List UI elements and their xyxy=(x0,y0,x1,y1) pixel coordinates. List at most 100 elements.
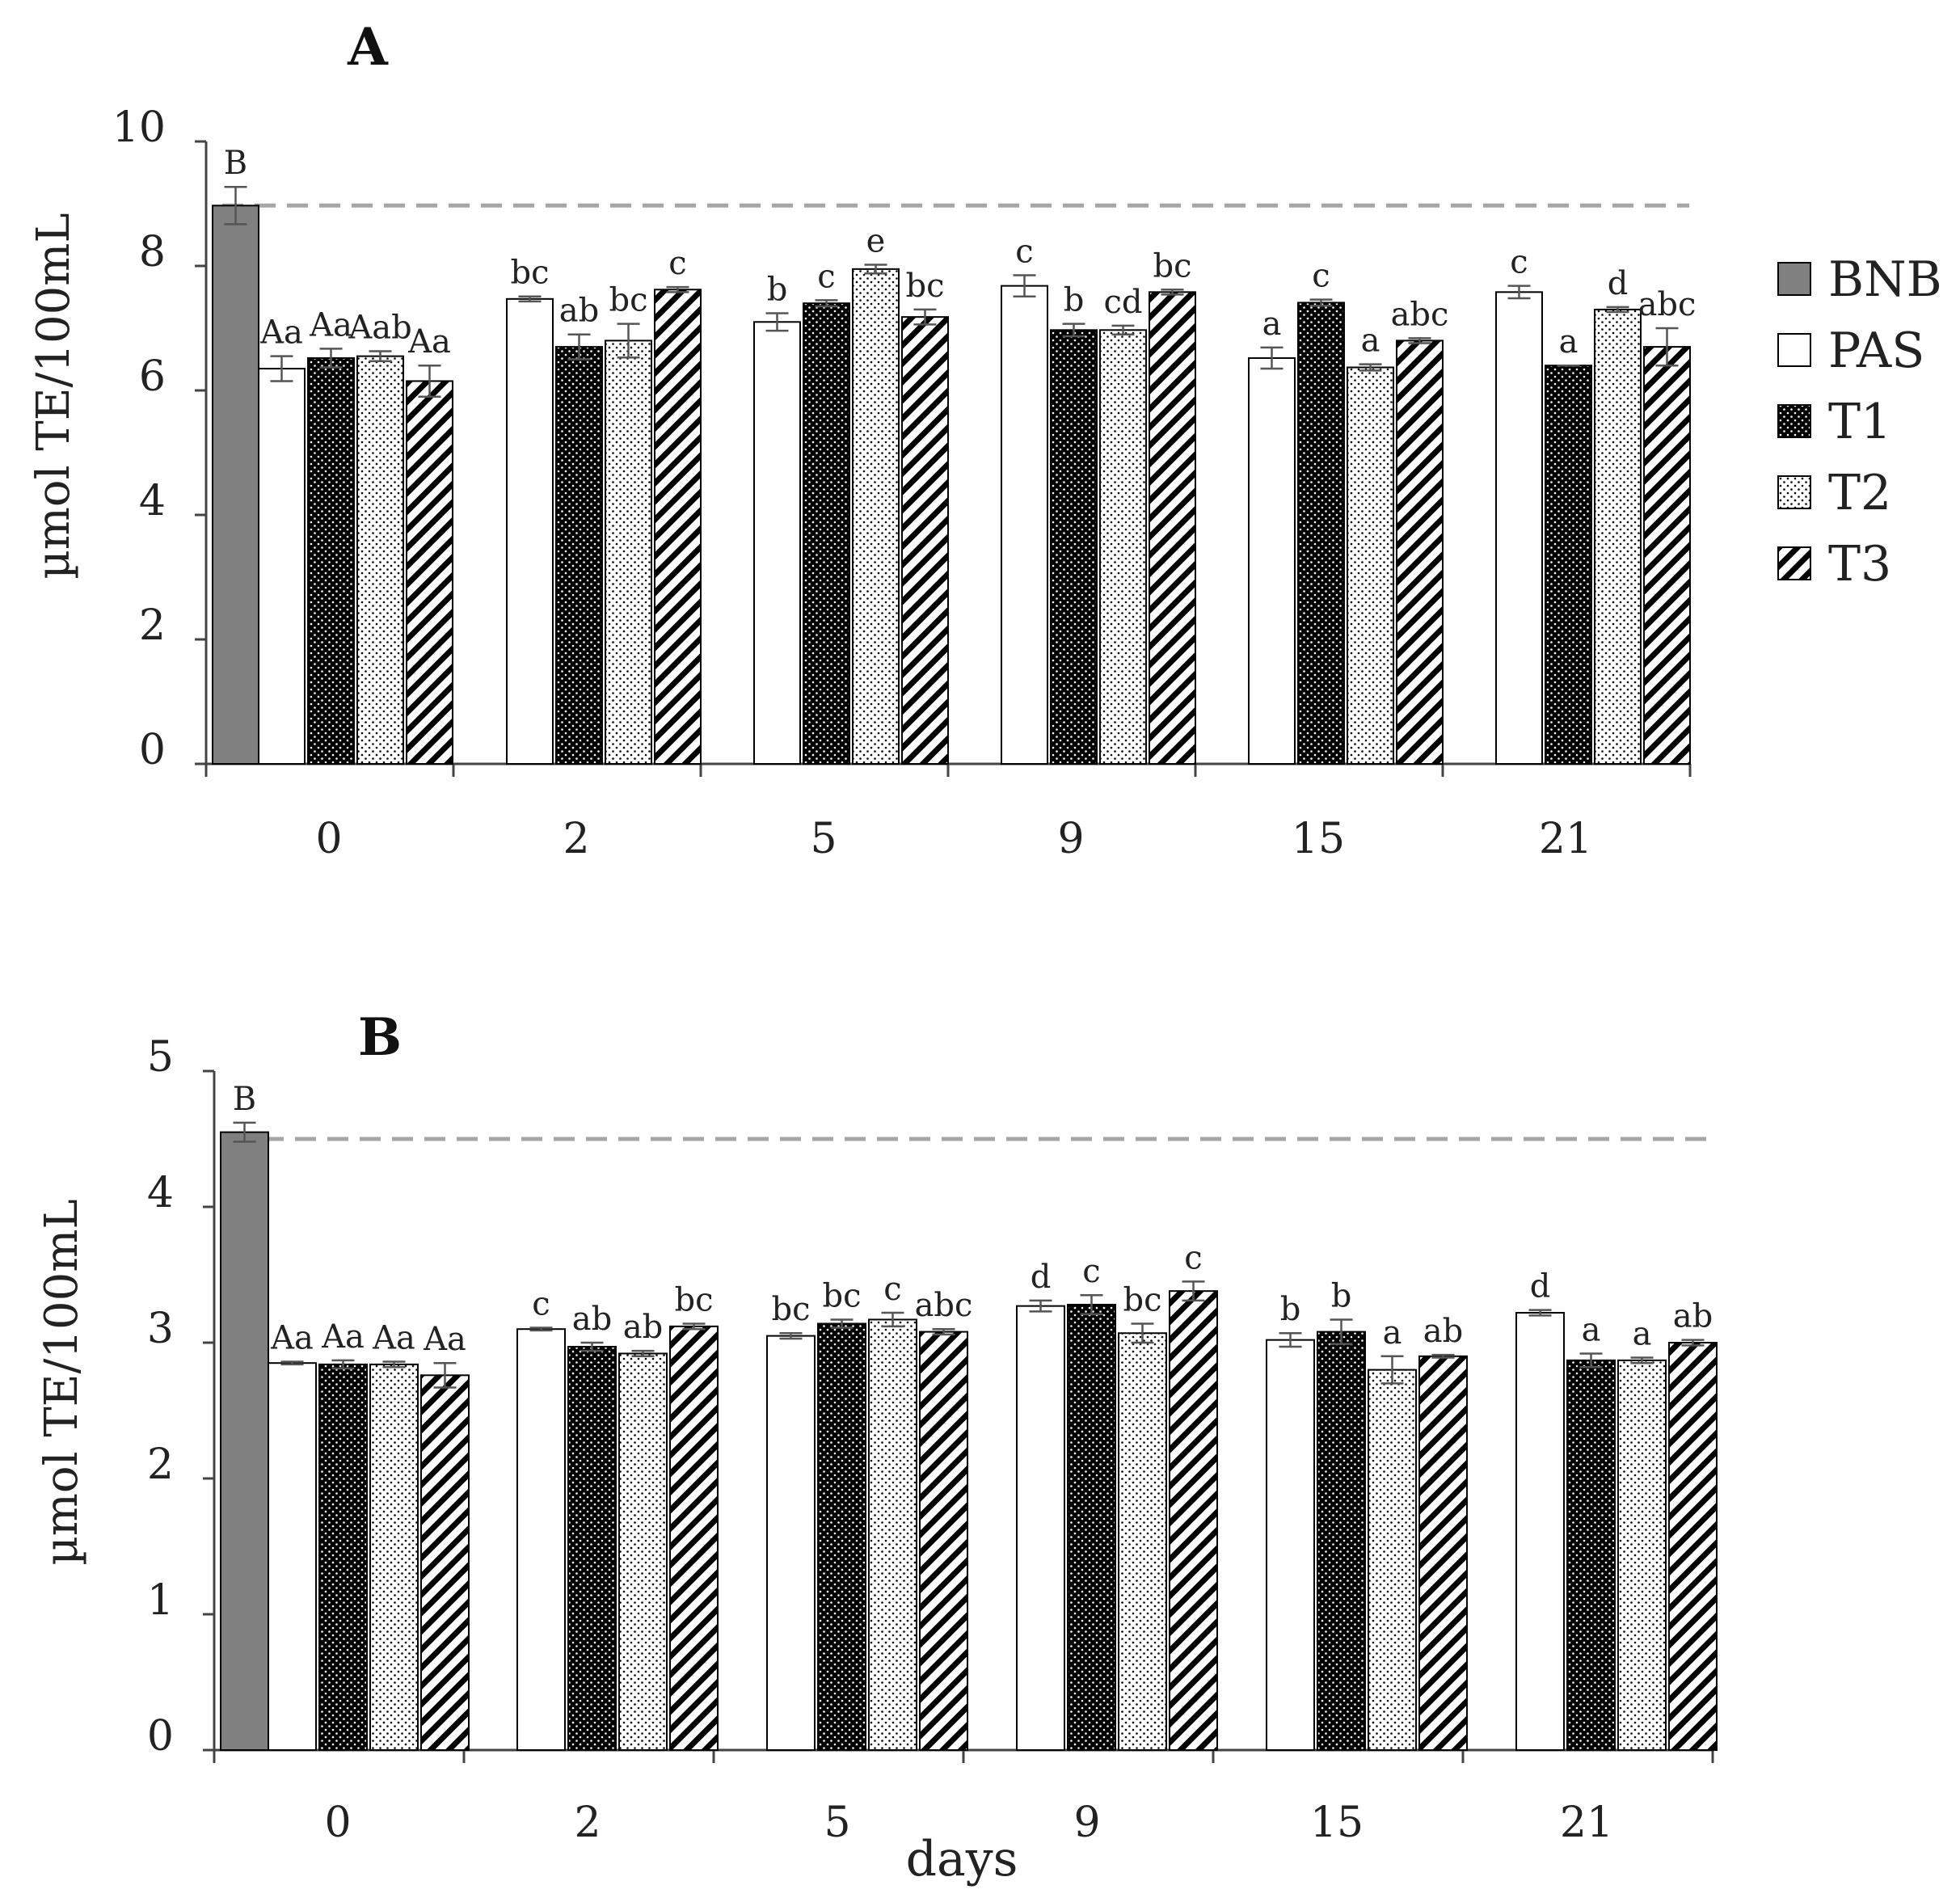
significance-letter: ab xyxy=(1423,1313,1463,1350)
bar-pas xyxy=(1266,1339,1315,1751)
bar-t1 xyxy=(1067,1303,1116,1751)
significance-letter: Aa xyxy=(423,1321,466,1358)
bar-t1 xyxy=(307,356,355,765)
significance-letter: B xyxy=(224,145,247,182)
bar-t2 xyxy=(1368,1369,1417,1751)
significance-letter: bc xyxy=(822,1277,861,1314)
bar-t3 xyxy=(1668,1342,1718,1751)
bar-t2 xyxy=(1347,366,1394,765)
significance-letter: a xyxy=(1262,306,1282,343)
bar-t1 xyxy=(1317,1331,1366,1752)
y-tick-label: 2 xyxy=(139,601,166,650)
bar-pas xyxy=(516,1328,566,1751)
significance-letter: ab xyxy=(623,1309,663,1346)
bar-t2 xyxy=(605,340,652,765)
bar-t2 xyxy=(868,1318,917,1751)
significance-letter: a xyxy=(1633,1315,1652,1352)
bar-t1 xyxy=(318,1363,368,1751)
bar-pas xyxy=(753,321,801,765)
bar-pas xyxy=(766,1335,816,1751)
x-tick-label: 9 xyxy=(1057,815,1084,863)
y-tick-label: 3 xyxy=(147,1305,174,1353)
legend: BNB PAS T1 T2 T3 xyxy=(1777,251,1942,593)
bar-t1 xyxy=(1297,302,1345,765)
bar-t2 xyxy=(1594,308,1642,765)
legend-swatch-t2 xyxy=(1777,475,1811,509)
bar-t1 xyxy=(555,346,603,766)
bar-t1 xyxy=(1050,329,1098,765)
x-tick-label: 21 xyxy=(1560,1799,1613,1847)
significance-letter: abc xyxy=(915,1287,973,1324)
y-tick-label: 6 xyxy=(139,352,166,401)
legend-swatch-pas xyxy=(1777,333,1811,367)
x-tick-label: 0 xyxy=(324,1799,351,1847)
significance-letter: d xyxy=(1031,1259,1052,1296)
x-tick-label: 2 xyxy=(563,815,589,863)
bar-t2 xyxy=(356,355,404,765)
x-tick-label: 5 xyxy=(810,815,837,863)
x-tick-label: 9 xyxy=(1073,1799,1100,1847)
significance-letter: bc xyxy=(674,1281,713,1318)
bar-pas xyxy=(1248,356,1296,765)
x-tick-label: 2 xyxy=(574,1799,601,1847)
significance-letter: b xyxy=(1064,282,1085,319)
bar-t1 xyxy=(1566,1359,1616,1751)
y-axis-label: µmol TE/100mL xyxy=(36,1199,88,1565)
y-tick-label: 10 xyxy=(112,103,166,152)
significance-letter: Aa xyxy=(372,1320,415,1357)
x-tick-label: 0 xyxy=(315,815,342,863)
significance-letter: b xyxy=(1331,1277,1352,1314)
bar-t1 xyxy=(803,302,850,765)
legend-label: T3 xyxy=(1828,536,1891,593)
significance-letter: ab xyxy=(1673,1298,1713,1335)
panel-a: A µmol TE/100mL 0 2 4 6 8 10 0 2 5 9 15 … xyxy=(27,17,1696,863)
significance-letter: b xyxy=(767,272,788,309)
panel-title: A xyxy=(347,17,389,78)
y-tick-label: 4 xyxy=(147,1169,174,1217)
bar-pas xyxy=(258,368,306,765)
legend-label: T1 xyxy=(1828,394,1891,450)
x-axis-label: days xyxy=(906,1831,1018,1887)
significance-letter: B xyxy=(233,1081,256,1118)
legend-swatch-bnb xyxy=(1777,262,1811,296)
bar-t2 xyxy=(1617,1359,1667,1751)
bar-pas xyxy=(1001,285,1048,765)
significance-letter: Aa xyxy=(407,323,451,361)
significance-letter: ab xyxy=(572,1301,612,1338)
significance-letter: bc xyxy=(905,268,944,305)
y-tick-labels: 0 2 4 6 8 10 xyxy=(112,103,166,774)
legend-label: PAS xyxy=(1828,323,1924,379)
bar-t3 xyxy=(1643,346,1691,766)
bar-t3 xyxy=(1396,340,1444,765)
bar-t3 xyxy=(1149,291,1196,765)
legend-label: T2 xyxy=(1828,465,1891,521)
x-tick-labels: 0 2 5 9 15 21 xyxy=(315,815,1592,863)
significance-letter: Aa xyxy=(309,306,352,344)
significance-letter: c xyxy=(883,1271,901,1308)
significance-letter: ab xyxy=(559,293,599,330)
significance-letter: Aa xyxy=(259,314,303,352)
legend-label: BNB xyxy=(1828,251,1942,308)
significance-letter: bc xyxy=(510,255,549,292)
significance-letter: cd xyxy=(1103,284,1142,321)
y-tick-label: 1 xyxy=(147,1576,174,1625)
bar-pas xyxy=(1515,1312,1565,1752)
significance-letter: bc xyxy=(609,282,647,319)
y-tick-label: 2 xyxy=(147,1440,174,1489)
significance-letter: d xyxy=(1608,265,1629,302)
significance-letter: c xyxy=(1015,234,1033,271)
bar-bnb xyxy=(212,205,259,765)
significance-letter: c xyxy=(668,245,686,282)
significance-letter: bc xyxy=(771,1291,810,1328)
significance-letter: Aab xyxy=(348,309,411,346)
significance-letter: c xyxy=(1510,244,1528,281)
bar-t3 xyxy=(901,316,949,765)
x-tick-label: 15 xyxy=(1292,815,1345,863)
significance-letter: a xyxy=(1582,1311,1601,1348)
x-tick-label: 21 xyxy=(1539,815,1592,863)
legend-swatch-t1 xyxy=(1777,404,1811,438)
bar-t3 xyxy=(919,1331,968,1752)
significance-letter: b xyxy=(1280,1291,1301,1328)
